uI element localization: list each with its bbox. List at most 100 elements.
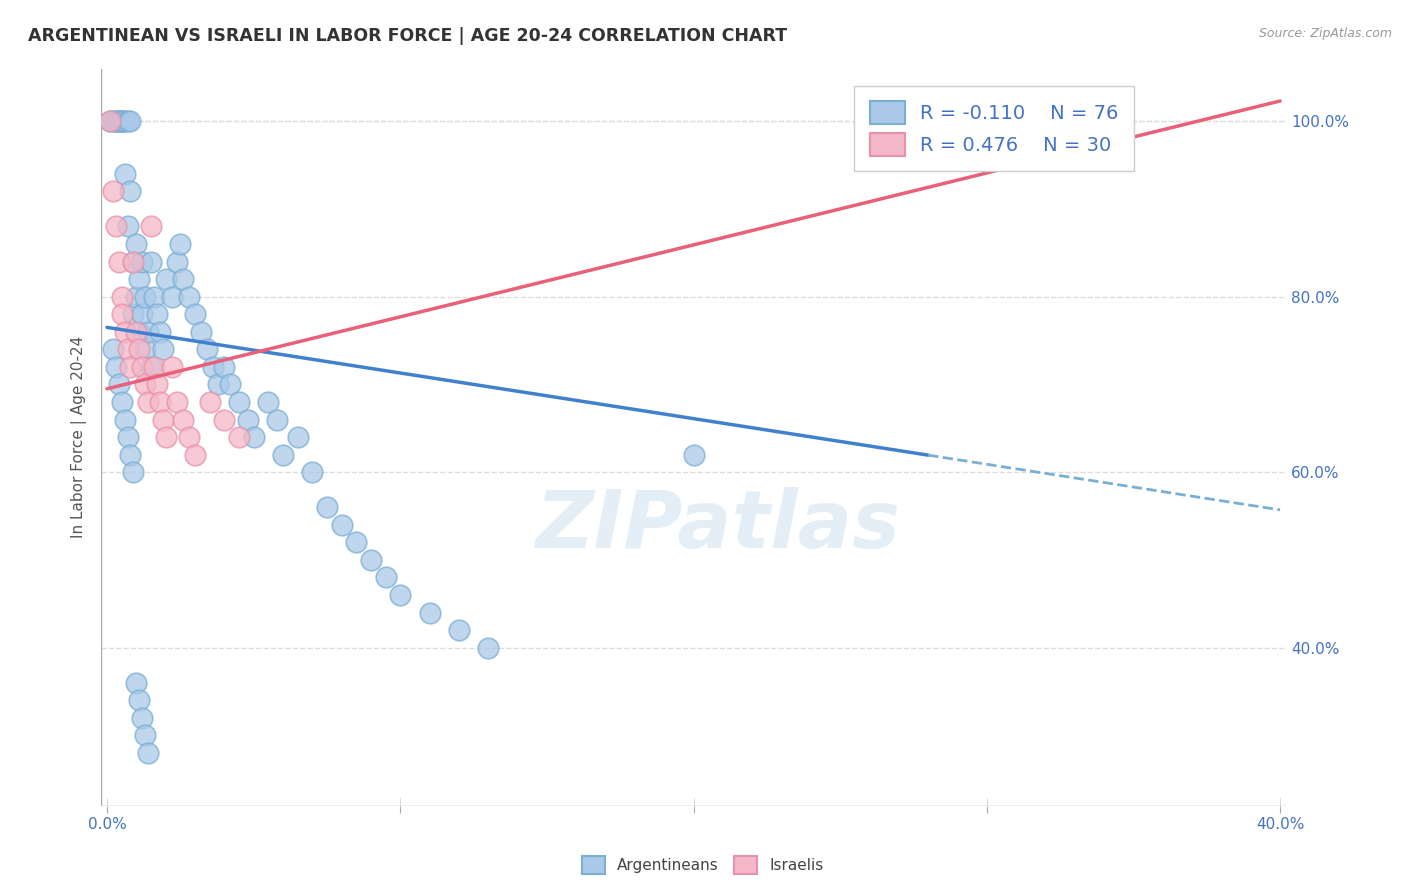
Point — [190, 325, 212, 339]
Point — [111, 114, 134, 128]
Point — [287, 430, 309, 444]
Point — [195, 343, 218, 357]
Text: ARGENTINEAN VS ISRAELI IN LABOR FORCE | AGE 20-24 CORRELATION CHART: ARGENTINEAN VS ISRAELI IN LABOR FORCE | … — [28, 27, 787, 45]
Point — [374, 570, 396, 584]
Point — [117, 430, 139, 444]
Point — [142, 290, 165, 304]
Point — [114, 412, 136, 426]
Point — [111, 290, 134, 304]
Point — [228, 430, 250, 444]
Point — [184, 307, 207, 321]
Point — [172, 412, 194, 426]
Point — [104, 219, 127, 234]
Point — [214, 412, 236, 426]
Point — [128, 693, 150, 707]
Point — [447, 623, 470, 637]
Point — [139, 359, 162, 374]
Point — [128, 272, 150, 286]
Point — [111, 395, 134, 409]
Point — [198, 395, 221, 409]
Point — [389, 588, 412, 602]
Point — [152, 343, 174, 357]
Point — [98, 114, 121, 128]
Point — [122, 254, 145, 268]
Point — [257, 395, 280, 409]
Point — [136, 395, 159, 409]
Point — [169, 237, 191, 252]
Point — [136, 325, 159, 339]
Point — [104, 359, 127, 374]
Point — [111, 114, 134, 128]
Text: ZIPatlas: ZIPatlas — [534, 486, 900, 565]
Y-axis label: In Labor Force | Age 20-24: In Labor Force | Age 20-24 — [72, 336, 87, 538]
Legend: Argentineans, Israelis: Argentineans, Israelis — [576, 850, 830, 880]
Point — [207, 377, 229, 392]
Point — [1063, 114, 1085, 128]
Point — [344, 535, 367, 549]
Point — [160, 359, 183, 374]
Point — [114, 114, 136, 128]
Point — [131, 307, 153, 321]
Point — [114, 325, 136, 339]
Point — [236, 412, 259, 426]
Point — [111, 307, 134, 321]
Point — [120, 448, 142, 462]
Text: Source: ZipAtlas.com: Source: ZipAtlas.com — [1258, 27, 1392, 40]
Point — [149, 395, 172, 409]
Point — [682, 448, 704, 462]
Point — [155, 430, 177, 444]
Point — [271, 448, 294, 462]
Point — [128, 325, 150, 339]
Point — [266, 412, 288, 426]
Point — [120, 359, 142, 374]
Point — [149, 325, 172, 339]
Point — [104, 114, 127, 128]
Point — [330, 517, 353, 532]
Point — [107, 114, 129, 128]
Point — [101, 343, 124, 357]
Point — [136, 746, 159, 760]
Point — [122, 254, 145, 268]
Point — [134, 377, 156, 392]
Point — [107, 377, 129, 392]
Point — [139, 254, 162, 268]
Point — [117, 343, 139, 357]
Point — [134, 728, 156, 742]
Point — [107, 114, 129, 128]
Point — [142, 359, 165, 374]
Point — [117, 114, 139, 128]
Point — [201, 359, 224, 374]
Point — [114, 167, 136, 181]
Point — [104, 114, 127, 128]
Point — [214, 359, 236, 374]
Point — [131, 359, 153, 374]
Point — [419, 606, 441, 620]
Point — [160, 290, 183, 304]
Point — [125, 290, 148, 304]
Point — [316, 500, 339, 515]
Point — [125, 325, 148, 339]
Point — [101, 114, 124, 128]
Point — [131, 711, 153, 725]
Point — [155, 272, 177, 286]
Point — [477, 640, 499, 655]
Point — [125, 237, 148, 252]
Point — [146, 307, 169, 321]
Point — [111, 114, 134, 128]
Point — [184, 448, 207, 462]
Point — [139, 219, 162, 234]
Point — [134, 343, 156, 357]
Point — [120, 185, 142, 199]
Point — [152, 412, 174, 426]
Point — [122, 307, 145, 321]
Point — [146, 377, 169, 392]
Point — [219, 377, 242, 392]
Point — [242, 430, 264, 444]
Point — [107, 254, 129, 268]
Point — [166, 395, 188, 409]
Point — [125, 675, 148, 690]
Legend: R = -0.110    N = 76, R = 0.476    N = 30: R = -0.110 N = 76, R = 0.476 N = 30 — [853, 86, 1135, 171]
Point — [101, 185, 124, 199]
Point — [120, 114, 142, 128]
Point — [179, 430, 201, 444]
